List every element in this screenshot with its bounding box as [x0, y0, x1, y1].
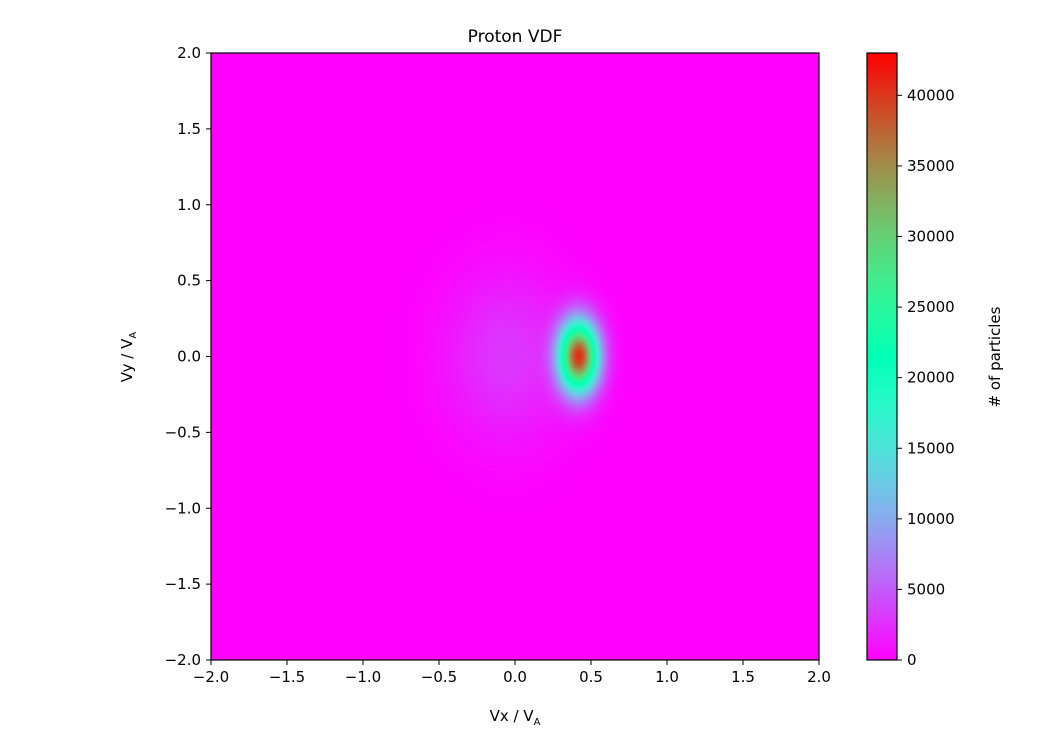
x-axis: −2.0 −1.5 −1.0 −0.5 0.0 0.5 1.0 1.5 2.0 — [193, 660, 831, 686]
y-tick-label: −0.5 — [165, 423, 201, 441]
colorbar: 0 5000 10000 15000 20000 25000 30000 35000 40000… — [866, 52, 1004, 669]
x-tick-label: −0.5 — [421, 668, 457, 686]
colorbar-label: # of particles — [986, 306, 1004, 407]
x-tick-label: −1.0 — [345, 668, 381, 686]
y-tick-label: 1.5 — [177, 120, 201, 138]
colorbar-tick-label: 25000 — [907, 298, 955, 316]
y-axis-label-subscript: A — [128, 332, 139, 339]
colorbar-tick-label: 40000 — [907, 86, 955, 104]
x-tick-label: 1.0 — [655, 668, 679, 686]
heatmap-image — [211, 53, 819, 660]
chart-title: Proton VDF — [468, 27, 563, 47]
x-axis-label-subscript: A — [534, 717, 541, 728]
y-tick-label: −1.0 — [165, 499, 201, 517]
y-axis: 2.0 1.5 1.0 0.5 0.0 −0.5 −1.0 −1.5 −2.0 — [165, 44, 211, 669]
x-tick-label: −2.0 — [193, 668, 229, 686]
x-tick-label: 0.5 — [579, 668, 603, 686]
y-axis-label-main: Vy / V — [118, 338, 136, 382]
colorbar-gradient — [867, 53, 897, 660]
x-tick-label: 2.0 — [807, 668, 831, 686]
y-tick-label: 2.0 — [177, 44, 201, 62]
colorbar-tick-label: 30000 — [907, 228, 955, 246]
y-tick-label: 1.0 — [177, 196, 201, 214]
x-tick-label: 0.0 — [503, 668, 527, 686]
x-axis-label-main: Vx / V — [490, 707, 535, 725]
colorbar-ticks: 0 5000 10000 15000 20000 25000 30000 35000 40000 — [897, 86, 955, 669]
x-tick-label: −1.5 — [269, 668, 305, 686]
y-tick-label: −1.5 — [165, 575, 201, 593]
colorbar-tick-label: 15000 — [907, 439, 955, 457]
colorbar-tick-label: 0 — [907, 651, 917, 669]
colorbar-tick-label: 5000 — [907, 580, 945, 598]
y-tick-label: 0.5 — [177, 272, 201, 290]
x-axis-label: Vx / VA — [490, 707, 541, 728]
y-tick-label: 0.0 — [177, 348, 201, 366]
y-tick-label: −2.0 — [165, 651, 201, 669]
colorbar-tick-label: 10000 — [907, 510, 955, 528]
colorbar-tick-label: 20000 — [907, 369, 955, 387]
x-tick-label: 1.5 — [731, 668, 755, 686]
colorbar-tick-label: 35000 — [907, 157, 955, 175]
colorbar-frame — [866, 52, 898, 661]
y-axis-label: Vy / VA — [118, 332, 139, 383]
plot-area — [210, 52, 820, 661]
